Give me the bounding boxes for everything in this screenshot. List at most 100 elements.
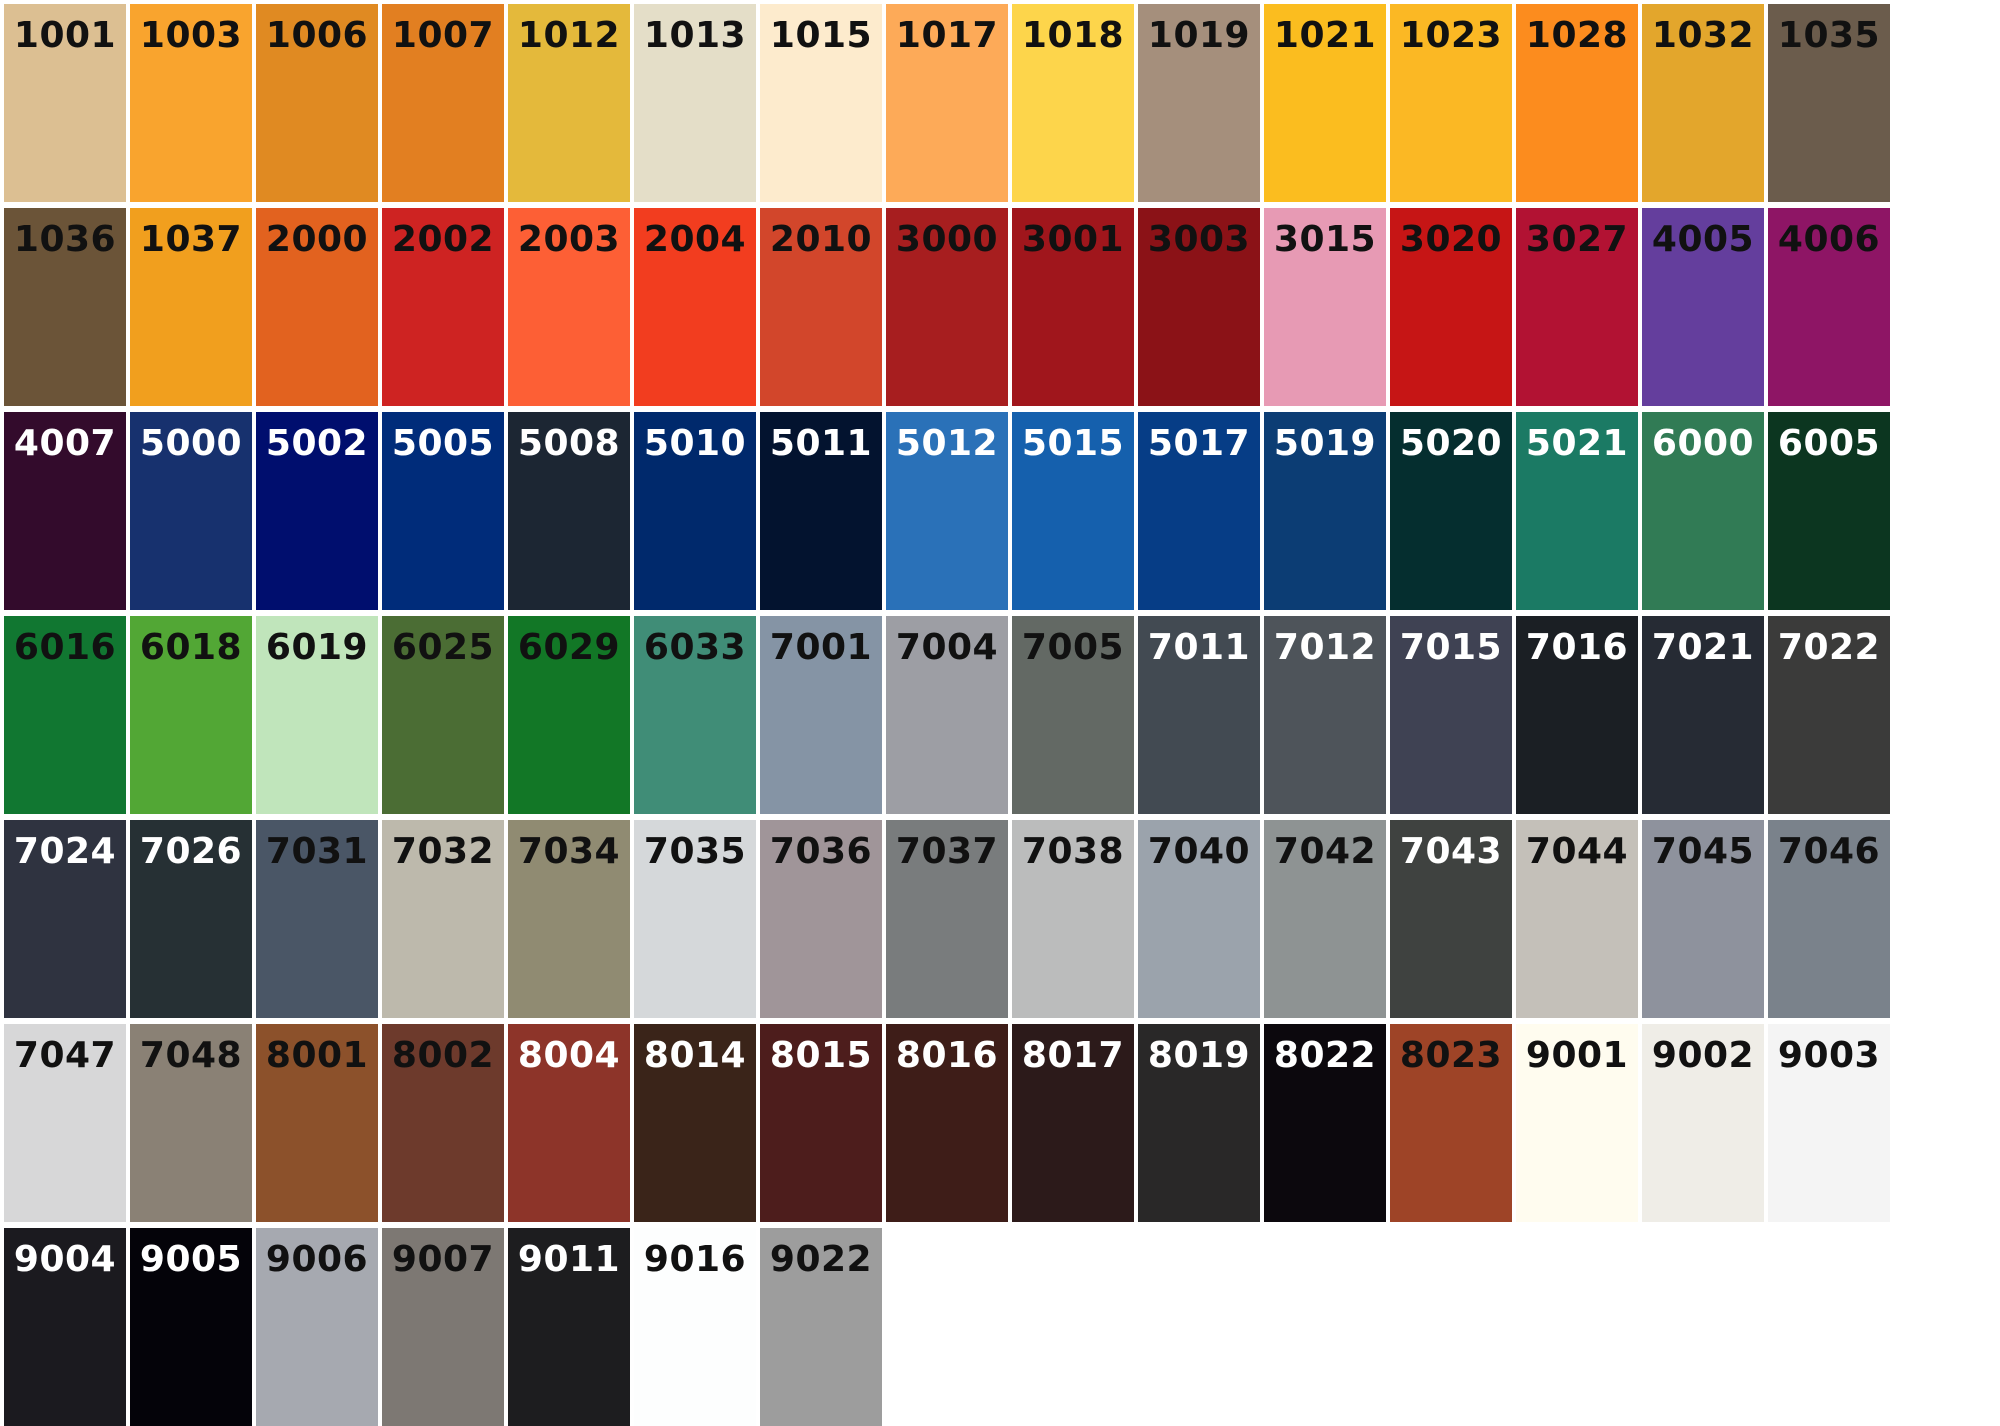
swatch-code-label: 1007 xyxy=(391,15,495,56)
color-swatch-5015: 5015 xyxy=(1012,412,1134,610)
swatch-code-label: 8015 xyxy=(769,1035,873,1076)
color-swatch-7012: 7012 xyxy=(1264,616,1386,814)
color-swatch-4007: 4007 xyxy=(4,412,126,610)
color-swatch-4005: 4005 xyxy=(1642,208,1764,406)
swatch-code-label: 9007 xyxy=(391,1239,495,1280)
color-swatch-7044: 7044 xyxy=(1516,820,1638,1018)
color-swatch-3000: 3000 xyxy=(886,208,1008,406)
color-swatch-7042: 7042 xyxy=(1264,820,1386,1018)
swatch-code-label: 5002 xyxy=(265,423,369,464)
swatch-code-label: 8001 xyxy=(265,1035,369,1076)
swatch-code-label: 7048 xyxy=(139,1035,243,1076)
color-swatch-7038: 7038 xyxy=(1012,820,1134,1018)
swatch-code-label: 7042 xyxy=(1273,831,1377,872)
color-swatch-6033: 6033 xyxy=(634,616,756,814)
swatch-code-label: 3003 xyxy=(1147,219,1251,260)
color-swatch-1018: 1018 xyxy=(1012,4,1134,202)
swatch-code-label: 5008 xyxy=(517,423,621,464)
color-swatch-7005: 7005 xyxy=(1012,616,1134,814)
color-swatch-7036: 7036 xyxy=(760,820,882,1018)
swatch-code-label: 1006 xyxy=(265,15,369,56)
swatch-code-label: 3020 xyxy=(1399,219,1503,260)
color-swatch-9011: 9011 xyxy=(508,1228,630,1426)
color-swatch-1013: 1013 xyxy=(634,4,756,202)
swatch-code-label: 5020 xyxy=(1399,423,1503,464)
swatch-code-label: 8022 xyxy=(1273,1035,1377,1076)
swatch-code-label: 7004 xyxy=(895,627,999,668)
color-swatch-6018: 6018 xyxy=(130,616,252,814)
color-swatch-5000: 5000 xyxy=(130,412,252,610)
color-swatch-grid: 1001 1003 1006 1007 1012 1013 1015 1017 1018 1019… xyxy=(4,4,1890,1426)
color-swatch-1015: 1015 xyxy=(760,4,882,202)
color-swatch-8002: 8002 xyxy=(382,1024,504,1222)
color-swatch-1021: 1021 xyxy=(1264,4,1386,202)
color-swatch-6025: 6025 xyxy=(382,616,504,814)
color-swatch-5019: 5019 xyxy=(1264,412,1386,610)
color-swatch-5008: 5008 xyxy=(508,412,630,610)
swatch-code-label: 9016 xyxy=(643,1239,747,1280)
color-swatch-8019: 8019 xyxy=(1138,1024,1260,1222)
color-swatch-9002: 9002 xyxy=(1642,1024,1764,1222)
color-swatch-1001: 1001 xyxy=(4,4,126,202)
swatch-code-label: 9001 xyxy=(1525,1035,1629,1076)
swatch-code-label: 9022 xyxy=(769,1239,873,1280)
swatch-code-label: 1012 xyxy=(517,15,621,56)
swatch-code-label: 7021 xyxy=(1651,627,1755,668)
color-swatch-6000: 6000 xyxy=(1642,412,1764,610)
color-swatch-7031: 7031 xyxy=(256,820,378,1018)
swatch-code-label: 7022 xyxy=(1777,627,1881,668)
swatch-code-label: 4005 xyxy=(1651,219,1755,260)
color-swatch-7032: 7032 xyxy=(382,820,504,1018)
swatch-code-label: 7026 xyxy=(139,831,243,872)
swatch-code-label: 8023 xyxy=(1399,1035,1503,1076)
swatch-code-label: 3015 xyxy=(1273,219,1377,260)
swatch-code-label: 6005 xyxy=(1777,423,1881,464)
color-swatch-9022: 9022 xyxy=(760,1228,882,1426)
color-swatch-8014: 8014 xyxy=(634,1024,756,1222)
color-swatch-8004: 8004 xyxy=(508,1024,630,1222)
swatch-code-label: 2000 xyxy=(265,219,369,260)
color-swatch-9016: 9016 xyxy=(634,1228,756,1426)
swatch-code-label: 1018 xyxy=(1021,15,1125,56)
swatch-code-label: 5015 xyxy=(1021,423,1125,464)
swatch-code-label: 1001 xyxy=(13,15,117,56)
color-swatch-1028: 1028 xyxy=(1516,4,1638,202)
swatch-code-label: 1023 xyxy=(1399,15,1503,56)
color-swatch-1036: 1036 xyxy=(4,208,126,406)
swatch-code-label: 8014 xyxy=(643,1035,747,1076)
color-swatch-1032: 1032 xyxy=(1642,4,1764,202)
swatch-code-label: 7040 xyxy=(1147,831,1251,872)
color-swatch-5017: 5017 xyxy=(1138,412,1260,610)
swatch-code-label: 5005 xyxy=(391,423,495,464)
swatch-code-label: 8017 xyxy=(1021,1035,1125,1076)
color-swatch-8022: 8022 xyxy=(1264,1024,1386,1222)
swatch-code-label: 7015 xyxy=(1399,627,1503,668)
color-swatch-9004: 9004 xyxy=(4,1228,126,1426)
swatch-code-label: 7012 xyxy=(1273,627,1377,668)
swatch-code-label: 7031 xyxy=(265,831,369,872)
color-swatch-2000: 2000 xyxy=(256,208,378,406)
color-swatch-7048: 7048 xyxy=(130,1024,252,1222)
swatch-code-label: 1037 xyxy=(139,219,243,260)
color-swatch-1035: 1035 xyxy=(1768,4,1890,202)
swatch-code-label: 7046 xyxy=(1777,831,1881,872)
color-swatch-7047: 7047 xyxy=(4,1024,126,1222)
swatch-code-label: 1013 xyxy=(643,15,747,56)
color-swatch-9005: 9005 xyxy=(130,1228,252,1426)
swatch-code-label: 7037 xyxy=(895,831,999,872)
color-swatch-7016: 7016 xyxy=(1516,616,1638,814)
swatch-code-label: 1036 xyxy=(13,219,117,260)
swatch-code-label: 1032 xyxy=(1651,15,1755,56)
swatch-code-label: 5012 xyxy=(895,423,999,464)
color-swatch-9001: 9001 xyxy=(1516,1024,1638,1222)
swatch-code-label: 6000 xyxy=(1651,423,1755,464)
color-swatch-7037: 7037 xyxy=(886,820,1008,1018)
color-swatch-3015: 3015 xyxy=(1264,208,1386,406)
swatch-code-label: 8004 xyxy=(517,1035,621,1076)
color-swatch-1017: 1017 xyxy=(886,4,1008,202)
color-swatch-6019: 6019 xyxy=(256,616,378,814)
color-swatch-7035: 7035 xyxy=(634,820,756,1018)
swatch-code-label: 2010 xyxy=(769,219,873,260)
color-swatch-6029: 6029 xyxy=(508,616,630,814)
color-swatch-3003: 3003 xyxy=(1138,208,1260,406)
